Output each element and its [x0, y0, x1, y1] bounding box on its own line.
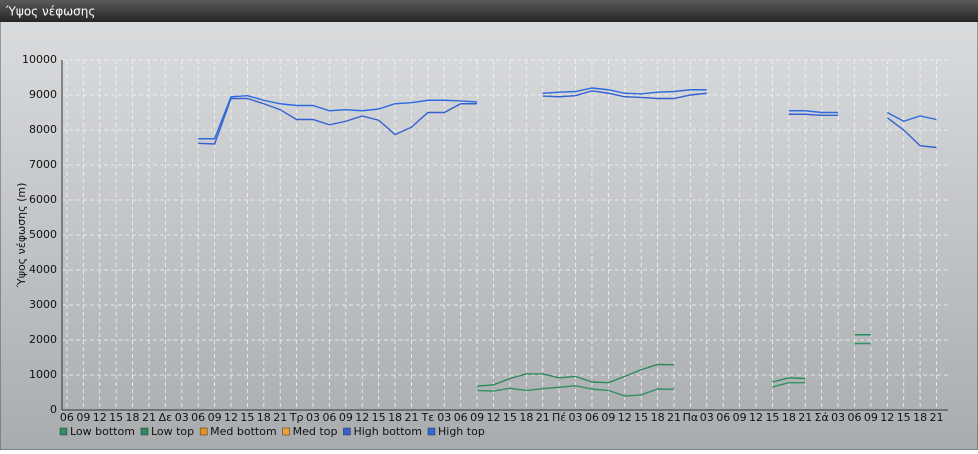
- x-tick-label: 18: [782, 411, 796, 424]
- x-tick-label: 21: [404, 411, 418, 424]
- x-tick-label: 18: [913, 411, 927, 424]
- x-tick-label: 12: [880, 411, 894, 424]
- x-tick-label: 06: [716, 411, 730, 424]
- x-tick-label: 09: [339, 411, 353, 424]
- x-tick-label: 06: [322, 411, 336, 424]
- x-tick-label: 15: [109, 411, 123, 424]
- y-tick-label: 10000: [22, 53, 57, 66]
- x-tick-label: 12: [749, 411, 763, 424]
- x-tick-label: 06: [454, 411, 468, 424]
- x-tick-label: 03: [700, 411, 714, 424]
- x-tick-label: Πέ: [552, 411, 566, 424]
- x-tick-label: 18: [126, 411, 140, 424]
- y-tick-label: 0: [50, 403, 57, 416]
- legend-swatch: [140, 427, 149, 436]
- x-tick-label: 21: [667, 411, 681, 424]
- y-tick-label: 8000: [29, 123, 57, 136]
- legend-label: Med top: [293, 425, 338, 438]
- legend-label: High top: [438, 425, 485, 438]
- x-tick-label: 03: [306, 411, 320, 424]
- x-tick-label: 15: [897, 411, 911, 424]
- x-tick-label: Πα: [683, 411, 699, 424]
- x-tick-label: 21: [142, 411, 156, 424]
- legend-swatch: [282, 427, 290, 436]
- legend-swatch: [343, 427, 351, 436]
- x-tick-label: 03: [831, 411, 845, 424]
- y-tick-label: 2000: [29, 333, 57, 346]
- legend-swatch: [59, 427, 68, 436]
- series-line: [198, 87, 937, 140]
- x-tick-label: 12: [487, 411, 501, 424]
- series-line: [477, 342, 871, 397]
- x-tick-label: Σά: [815, 411, 829, 424]
- y-tick-label: 4000: [29, 263, 57, 276]
- x-tick-label: 06: [585, 411, 599, 424]
- x-tick-label: 18: [519, 411, 533, 424]
- x-tick-label: 09: [733, 411, 747, 424]
- x-tick-label: Δε: [159, 411, 173, 424]
- x-tick-label: 21: [273, 411, 287, 424]
- series-line: [477, 334, 871, 387]
- legend-label: High bottom: [353, 425, 422, 438]
- x-tick-label: 06: [60, 411, 74, 424]
- y-tick-label: 9000: [29, 88, 57, 101]
- x-tick-label: 09: [601, 411, 615, 424]
- x-tick-label: 12: [93, 411, 107, 424]
- x-tick-label: 18: [651, 411, 665, 424]
- x-tick-label: 15: [503, 411, 517, 424]
- x-tick-label: 21: [536, 411, 550, 424]
- title-bar: [0, 0, 978, 22]
- legend-swatch: [427, 427, 436, 436]
- x-tick-label: 03: [569, 411, 583, 424]
- x-tick-label: 03: [175, 411, 189, 424]
- x-tick-label: 09: [76, 411, 90, 424]
- y-axis-title: Ύψος νέφωσης (m): [15, 183, 28, 289]
- x-tick-label: 18: [388, 411, 402, 424]
- x-tick-label: 09: [864, 411, 878, 424]
- legend-label: Med bottom: [210, 425, 277, 438]
- x-tick-label: Τρ: [289, 411, 304, 424]
- x-tick-label: 06: [191, 411, 205, 424]
- x-tick-label: 15: [372, 411, 386, 424]
- legend-label: Low bottom: [70, 425, 135, 438]
- y-tick-label: 3000: [29, 298, 57, 311]
- legend-swatch: [199, 427, 208, 436]
- x-tick-label: 09: [470, 411, 484, 424]
- y-tick-label: 1000: [29, 368, 57, 381]
- y-tick-label: 6000: [29, 193, 57, 206]
- x-tick-label: 12: [355, 411, 369, 424]
- window-title: Ύψος νέφωσης: [5, 5, 95, 19]
- x-tick-label: 12: [618, 411, 632, 424]
- x-tick-label: 18: [257, 411, 271, 424]
- x-tick-label: Τε: [421, 411, 435, 424]
- x-tick-label: 15: [765, 411, 779, 424]
- x-tick-label: 09: [208, 411, 222, 424]
- x-tick-label: 21: [798, 411, 812, 424]
- y-tick-label: 5000: [29, 228, 57, 241]
- x-tick-label: 15: [240, 411, 254, 424]
- x-tick-label: 15: [634, 411, 648, 424]
- y-tick-label: 7000: [29, 158, 57, 171]
- x-tick-label: 21: [930, 411, 944, 424]
- x-tick-label: 03: [437, 411, 451, 424]
- x-tick-label: 12: [224, 411, 238, 424]
- series-line: [198, 90, 937, 149]
- x-tick-label: 06: [847, 411, 861, 424]
- legend-label: Low top: [151, 425, 194, 438]
